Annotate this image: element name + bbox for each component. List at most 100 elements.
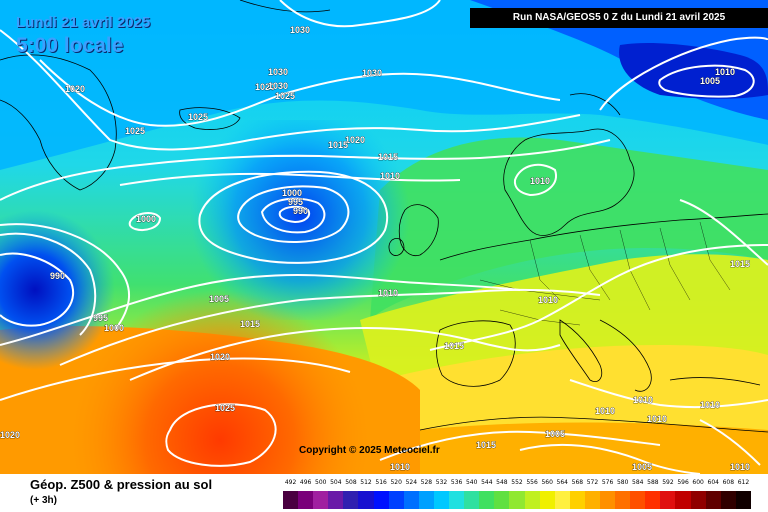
scale-swatch [509,491,525,509]
north-africa [419,416,768,433]
scale-label: 496 [299,479,312,486]
scale-swatch [615,491,631,509]
scale-swatch [524,491,540,509]
balkans [599,319,652,392]
scale-label: 548 [496,479,508,486]
isobar-1010-mid [59,288,601,366]
isobar-label: 1030 [268,67,288,77]
time-title: 5:00 locale [16,34,124,57]
italy [559,319,603,382]
isobar-label: 1015 [444,341,464,351]
scale-label: 552 [511,479,523,486]
isobar-990-ring [278,205,311,224]
isobar-1030-top [279,0,441,28]
greenland-coast [0,54,117,191]
isobar-1020-south [0,357,351,401]
map-title: Géop. Z500 & pression au sol [30,477,213,492]
isobar-label: 1030 [290,25,310,35]
isobar-label: 990 [50,271,65,281]
coastlines [0,0,768,433]
ireland [388,238,405,256]
isobar-label: 1010 [538,295,558,305]
border-5 [699,221,731,291]
scale-swatch [660,491,676,509]
scale-swatch [328,491,344,509]
field-north-blue [0,0,768,170]
isobar-1005-mid [0,274,521,346]
scale-swatch [358,491,374,509]
scale-swatch [569,491,585,509]
isobar-label: 1010 [700,400,720,410]
isobar-label: 1025 [125,126,145,136]
isobar-1025-high [165,403,277,467]
scale-label: 584 [632,479,644,486]
field-arctic-deep [619,43,768,99]
scale-label: 580 [616,479,629,486]
border-2 [579,234,611,301]
scale-swatch [388,491,404,509]
isobar-sw-low-3 [0,223,131,331]
isobar-label: 1000 [104,323,124,333]
turkey-coast [669,377,761,386]
scale-labels: 492 496 500 504 508 512 516 520 524 528 532 536 540 5… [283,479,751,489]
isobar-label: 1010 [730,462,750,472]
scale-swatch [675,491,691,509]
isobar-label: 1015 [240,319,260,329]
isobar-label: 1025 [275,91,295,101]
svalbard-coast [569,93,621,116]
field-mid-low [150,120,470,320]
scale-swatch [433,491,450,509]
scale-swatch [554,491,570,509]
isobar-label: 1020 [210,352,230,362]
isobar-995-ring [260,197,326,234]
scale-swatch [479,491,495,509]
isobar-label: 1005 [700,76,720,86]
border-4 [659,227,691,301]
scale-label: 564 [556,479,568,486]
isobar-label: 1005 [545,429,565,439]
copyright-notice: Copyright © 2025 Meteociel.fr [299,445,440,456]
isobar-label: 1005 [632,462,652,472]
isobar-label: 1030 [268,81,288,91]
z500-color-scale: 492 496 500 504 508 512 516 520 524 528 532 536 540 5… [283,479,751,509]
isobar-label: 1030 [362,68,382,78]
scale-label: 504 [330,479,342,486]
scale-swatch [584,491,600,509]
scale-label: 608 [722,479,735,486]
isobar-label: 1000 [136,214,156,224]
isobar-label: 1020 [0,430,20,440]
isobar-label: 1005 [209,294,229,304]
isobar-1015-a [0,139,611,201]
isobar-1015-europe [429,244,768,351]
isobar-1010-arctic [658,64,755,98]
scale-label: 536 [450,479,463,486]
scale-label: 588 [647,479,659,486]
isobar-label: 1025 [188,112,208,122]
scale-swatch [373,491,389,509]
run-info-banner: Run NASA/GEOS5 0 Z du Lundi 21 avril 202… [470,8,768,28]
isobar-label: 1010 [378,288,398,298]
scale-swatch [630,491,646,509]
scale-label: 524 [405,479,418,486]
scale-label: 512 [360,479,372,486]
isobar-label: 1015 [378,152,398,162]
isobar-label: 1020 [255,82,275,92]
scale-label: 604 [707,479,719,486]
scale-label: 500 [315,479,327,486]
isobar-label: 1025 [215,403,235,413]
scale-label: 516 [375,479,387,486]
isobar-label: 1010 [633,395,653,405]
isobar-sw-low-1 [0,252,75,327]
scale-swatch [720,491,736,509]
scale-swatch [539,491,555,509]
isobar-labels: 1030 1020 1025 1030 1020 1025 1030 1025 … [0,25,750,473]
isobar-label: 1010 [715,67,735,77]
isobar-label: 1010 [595,406,615,416]
scale-label: 556 [526,479,538,486]
scale-swatch [418,491,434,509]
scale-swatch [705,491,721,509]
scale-swatch [464,491,480,509]
isobar-1010-se [699,419,761,466]
isobar-label: 1010 [390,462,410,472]
europe-mainland [439,213,768,261]
